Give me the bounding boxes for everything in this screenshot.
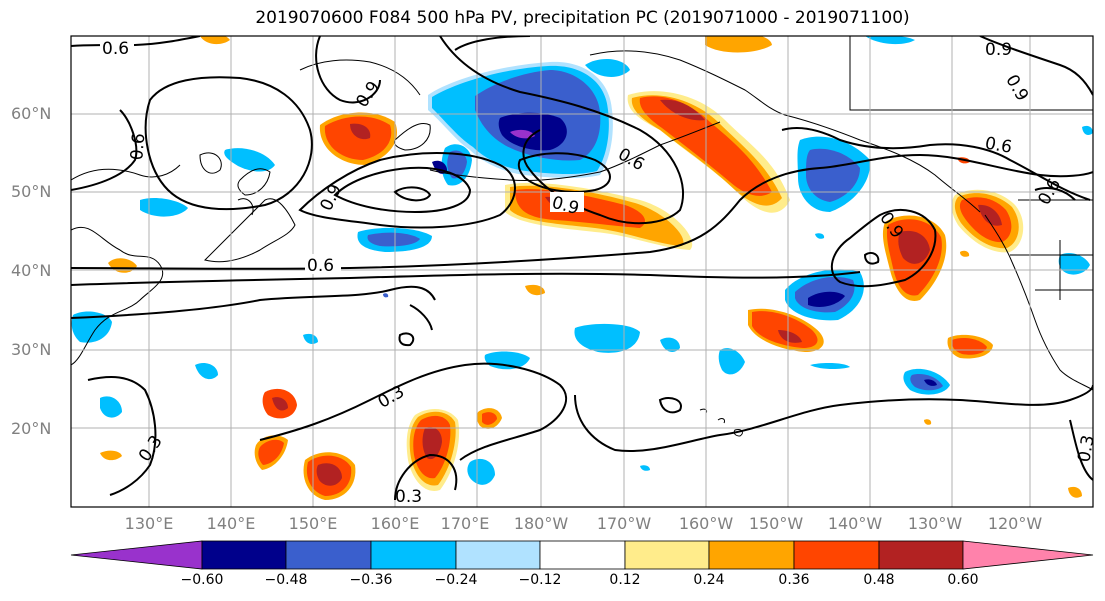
lon-label: 130°E xyxy=(124,514,174,533)
contour-label: 0.6 xyxy=(307,256,334,276)
lon-label: 160°E xyxy=(370,514,420,533)
lon-label: 120°W xyxy=(987,514,1043,533)
lon-label: 150°E xyxy=(288,514,338,533)
contour-label: 0.9 xyxy=(985,40,1012,60)
colorbar-tick: −0.24 xyxy=(434,572,478,588)
contour-label: 0.3 xyxy=(1074,434,1098,464)
colorbar-segment xyxy=(285,540,372,570)
lon-label: 140°E xyxy=(206,514,256,533)
colorbar-extend-high xyxy=(962,540,1094,570)
negative-anomaly-blobs xyxy=(71,36,1093,485)
contour-label: 0.3 xyxy=(395,487,422,507)
lat-label: 50°N xyxy=(11,182,52,201)
colorbar-tick: −0.12 xyxy=(518,572,562,588)
colorbar-tick: 0.60 xyxy=(947,572,979,588)
contour-label: 0.6 xyxy=(102,39,129,59)
lat-label: 20°N xyxy=(11,419,52,438)
colorbar-tick: −0.48 xyxy=(264,572,308,588)
contour-label: 0.6 xyxy=(983,133,1013,157)
lon-label: 180°W xyxy=(513,514,569,533)
lon-label: 140°W xyxy=(827,514,883,533)
lat-label: 40°N xyxy=(11,261,52,280)
colorbar-segment xyxy=(455,540,541,570)
colorbar-segment xyxy=(539,540,626,570)
pv-contours xyxy=(71,36,1093,501)
colorbar-tick: 0.48 xyxy=(863,572,895,588)
colorbar-tick: 0.12 xyxy=(609,572,641,588)
lon-label: 170°E xyxy=(440,514,490,533)
colorbar-segment xyxy=(370,540,457,570)
lat-label: 30°N xyxy=(11,340,52,359)
lon-label: 130°W xyxy=(907,514,963,533)
lon-label: 170°W xyxy=(596,514,652,533)
colorbar-segment xyxy=(624,540,710,570)
map-title: 2019070600 F084 500 hPa PV, precipitatio… xyxy=(255,8,910,28)
lat-label: 60°N xyxy=(11,104,52,123)
contour-label: 0.6 xyxy=(127,132,149,161)
colorbar-segment xyxy=(878,540,964,570)
colorbar-segment xyxy=(201,540,287,570)
lon-label: 160°W xyxy=(678,514,734,533)
colorbar-tick: 0.36 xyxy=(778,572,810,588)
colorbar-segment xyxy=(793,540,880,570)
lon-label: 150°W xyxy=(748,514,804,533)
colorbar-tick: −0.36 xyxy=(349,572,393,588)
plot-frame xyxy=(70,35,1094,508)
colorbar-tick: 0.24 xyxy=(693,572,725,588)
colorbar-extend-low xyxy=(70,540,203,570)
colorbar xyxy=(70,540,1094,570)
colorbar-segment xyxy=(708,540,795,570)
colorbar-tick: −0.60 xyxy=(180,572,224,588)
